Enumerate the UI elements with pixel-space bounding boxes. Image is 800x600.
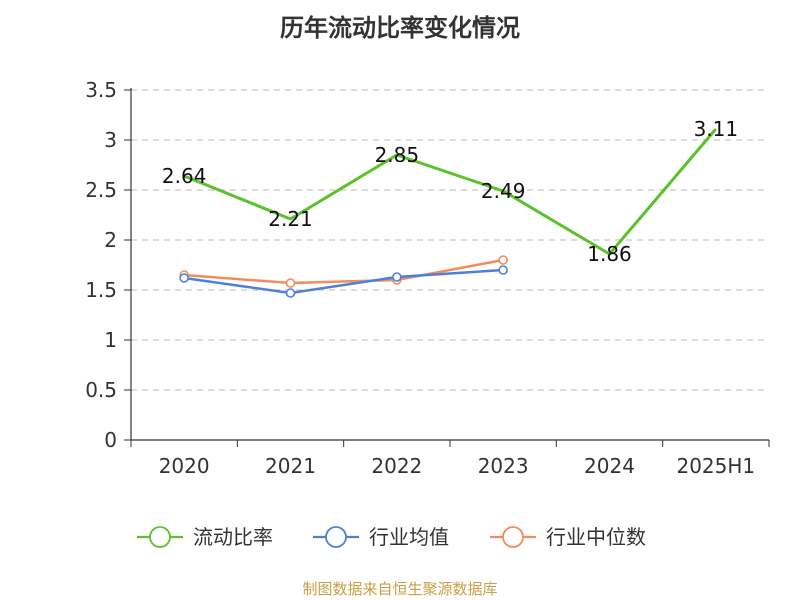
legend-item-2[interactable]: 行业均值 <box>313 525 449 549</box>
legend-item-1[interactable]: 流动比率 <box>137 525 273 549</box>
series-line-3 <box>184 258 504 285</box>
data-point[interactable] <box>498 265 508 275</box>
data-labels: 2.64 2.21 2.85 2.49 1.86 3.11 <box>162 117 738 266</box>
x-tick-label: 2021 <box>265 454 316 478</box>
series-line-1 <box>183 128 717 256</box>
legend-label: 行业中位数 <box>546 525 646 549</box>
grid-lines <box>131 89 769 391</box>
legend[interactable]: 流动比率 行业均值 行业中位数 <box>137 525 646 549</box>
data-point[interactable] <box>392 272 402 282</box>
y-tick-label: 1.5 <box>85 278 117 302</box>
series-line-2 <box>183 268 504 295</box>
x-tick-label: 2025H1 <box>676 454 755 478</box>
data-label: 2.64 <box>162 164 207 188</box>
data-point[interactable] <box>179 273 189 283</box>
x-tick-label: 2022 <box>371 454 422 478</box>
data-point[interactable] <box>285 278 296 288</box>
data-label: 3.11 <box>694 117 739 141</box>
y-tick-label: 3.5 <box>85 78 117 102</box>
y-tick-label: 1 <box>104 328 117 352</box>
x-tick-label: 2024 <box>584 454 635 478</box>
data-label: 2.21 <box>268 207 313 231</box>
y-tick-label: 2 <box>104 228 117 252</box>
x-tick-label: 2020 <box>159 454 210 478</box>
y-tick-label: 0 <box>104 428 117 452</box>
y-tick-label: 0.5 <box>85 378 117 402</box>
legend-label: 行业均值 <box>369 525 449 549</box>
legend-marker-icon <box>325 526 347 548</box>
data-point[interactable] <box>285 288 296 298</box>
source-note: 制图数据来自恒生聚源数据库 <box>302 580 498 598</box>
data-label: 1.86 <box>587 242 632 266</box>
legend-item-3[interactable]: 行业中位数 <box>490 525 646 549</box>
y-tick-label: 2.5 <box>85 178 117 202</box>
data-label: 2.49 <box>481 179 526 203</box>
chart-title: 历年流动比率变化情况 <box>280 14 520 42</box>
legend-label: 流动比率 <box>193 525 273 549</box>
y-tick-label: 3 <box>104 128 117 152</box>
data-point[interactable] <box>498 255 508 265</box>
x-tick-label: 2023 <box>478 454 529 478</box>
axes: 0 0.5 1 1.5 2 2.5 3 3.5 2020 2021 2022 2023 2024 2025… <box>85 78 770 478</box>
data-label: 2.85 <box>375 143 420 167</box>
legend-marker-icon <box>502 526 524 548</box>
legend-marker-icon <box>149 526 171 548</box>
series-lines <box>179 128 717 298</box>
